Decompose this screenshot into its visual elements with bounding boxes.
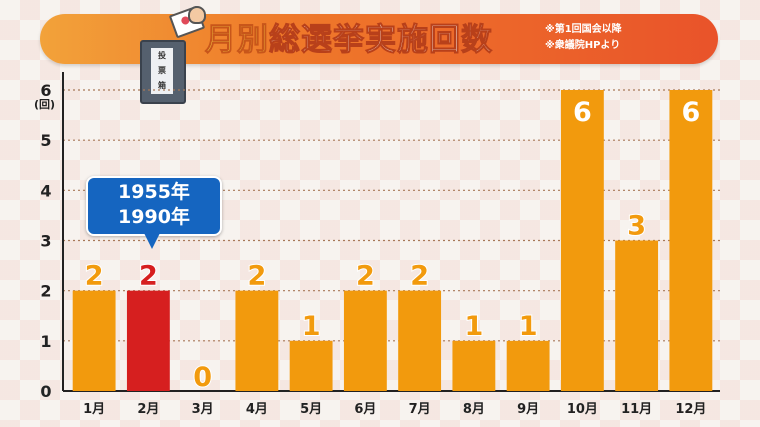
x-tick-2月: 2月 — [137, 402, 159, 417]
x-tick-12月: 12月 — [675, 402, 706, 417]
callout-years: 1955年 1990年 — [86, 176, 222, 236]
y-tick-5: 5 — [40, 131, 51, 150]
bar-11月 — [615, 240, 659, 391]
x-tick-1月: 1月 — [83, 402, 105, 417]
value-label-9月: 1 — [519, 311, 538, 342]
bar-9月 — [506, 340, 550, 391]
x-tick-3月: 3月 — [192, 402, 214, 417]
ballot-box-label: 投 票 箱 — [151, 48, 173, 94]
value-label-6月: 2 — [356, 261, 375, 292]
bar-8月 — [452, 340, 496, 391]
y-tick-4: 4 — [40, 181, 51, 200]
value-label-5月: 1 — [302, 311, 321, 342]
x-tick-9月: 9月 — [517, 402, 539, 417]
value-label-3月: 0 — [193, 362, 212, 393]
x-tick-5月: 5月 — [300, 402, 322, 417]
y-tick-0: 0 — [40, 382, 51, 401]
value-labels: 2 2 0 2 1 2 2 1 1 6 3 6 — [84, 97, 701, 394]
bar-6月 — [343, 290, 387, 391]
callout-year-1955: 1955年 — [118, 181, 190, 203]
y-tick-2: 2 — [40, 282, 51, 301]
x-tick-8月: 8月 — [463, 402, 485, 417]
value-label-8月: 1 — [464, 311, 483, 342]
value-label-7月: 2 — [410, 261, 429, 292]
value-label-11月: 3 — [627, 211, 646, 242]
y-tick-1: 1 — [40, 332, 51, 351]
ballot-box-icon: 投 票 箱 — [140, 40, 186, 104]
y-tick-6: 6 — [40, 81, 51, 100]
bar-12月 — [669, 90, 713, 391]
bar-7月 — [398, 290, 442, 391]
page-title: 月別総選挙実施回数 — [205, 22, 493, 59]
x-tick-11月: 11月 — [621, 402, 652, 417]
x-tick-10月: 10月 — [567, 402, 598, 417]
x-tick-7月: 7月 — [409, 402, 431, 417]
y-tick-labels: 0 1 2 3 4 5 6 — [40, 81, 51, 401]
bar-5月 — [289, 340, 333, 391]
axes — [62, 72, 720, 392]
title-accent: 月別 — [205, 22, 269, 59]
x-tick-labels: 1月 2月 3月 4月 5月 6月 7月 8月 9月 10月 11月 12月 — [83, 402, 706, 417]
callout-year-1990: 1990年 — [118, 206, 190, 228]
value-label-4月: 2 — [247, 261, 266, 292]
value-label-1月: 2 — [85, 261, 104, 292]
y-tick-3: 3 — [40, 232, 51, 251]
bar-4月 — [235, 290, 279, 391]
bars — [72, 90, 713, 391]
bar-10月 — [560, 90, 604, 391]
title-main: 総選挙実施回数 — [269, 22, 493, 59]
note-source: ※衆議院HPより — [545, 40, 621, 51]
x-tick-6月: 6月 — [354, 402, 376, 417]
bar-1月 — [72, 290, 116, 391]
note-first-diet: ※第1回国会以降 — [545, 24, 622, 35]
value-label-12月: 6 — [681, 97, 700, 128]
value-label-10月: 6 — [573, 97, 592, 128]
hand-icon — [188, 6, 206, 24]
y-unit-label: (回) — [34, 97, 55, 111]
bar-2月 — [126, 290, 170, 391]
value-label-2月: 2 — [139, 261, 158, 292]
x-tick-4月: 4月 — [246, 402, 268, 417]
callout-pointer — [143, 231, 161, 249]
